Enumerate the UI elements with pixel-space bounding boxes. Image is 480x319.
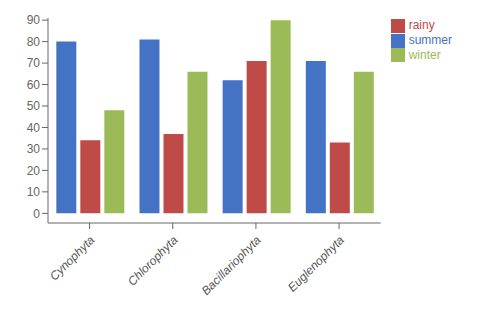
svg-text:10: 10 [27, 185, 41, 199]
svg-text:0: 0 [33, 207, 40, 221]
html-text:rainy: rainy [408, 18, 435, 32]
svg-text:30: 30 [27, 142, 41, 156]
svg-text:Euglenophyta: Euglenophyta [285, 233, 347, 295]
svg-text:80: 80 [27, 35, 41, 49]
svg-text:90: 90 [27, 13, 41, 27]
html-text:summer: summer [408, 32, 452, 47]
svg-text:Bacillariophyta: Bacillariophyta [199, 233, 264, 298]
svg-text:70: 70 [27, 56, 41, 70]
svg-text:60: 60 [27, 78, 41, 92]
html-text:winter: winter [408, 47, 441, 62]
svg-text:20: 20 [27, 164, 41, 178]
svg-text:40: 40 [27, 121, 41, 135]
svg-text:Chlorophyta: Chlorophyta [125, 233, 181, 289]
svg-text:50: 50 [27, 99, 41, 113]
svg-text:Cynophyta: Cynophyta [47, 233, 98, 284]
